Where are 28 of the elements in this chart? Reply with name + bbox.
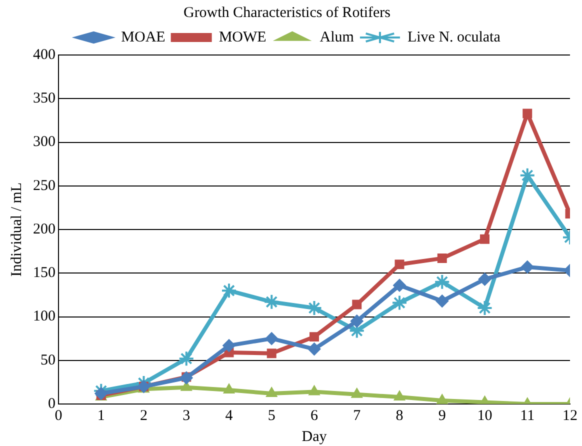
legend-label: Live N. oculata [407,29,501,46]
y-tick-label: 200 [33,221,56,238]
x-tick-label: 12 [562,408,578,424]
x-tick-label: 10 [477,408,492,424]
chart-title: Growth Characteristics of Rotifers [183,4,391,21]
x-tick-label: 11 [520,408,535,424]
y-tick-label: 250 [33,178,56,194]
x-tick-label: 9 [438,408,446,424]
y-tick-label: 400 [33,46,56,63]
y-axis-title: Individual / mL [8,182,25,277]
x-tick-label: 6 [310,408,318,424]
legend-label: Alum [320,29,354,46]
y-tick-label: 150 [33,265,56,282]
legend-label: MOWE [218,29,266,46]
x-tick-label: 3 [182,408,190,424]
x-tick-label: 1 [97,408,105,424]
x-tick-label: 4 [225,408,234,424]
y-tick-label: 0 [48,396,56,412]
y-tick-label: 50 [40,352,56,368]
x-tick-label: 7 [353,408,362,424]
x-tick-label: 8 [396,408,404,424]
y-tick-label: 350 [33,90,56,107]
x-axis-title: Day [302,428,328,445]
y-tick-label: 300 [33,134,56,150]
y-tick-label: 100 [33,308,56,325]
legend-label: MOAE [121,29,166,46]
x-tick-label: 2 [140,408,148,424]
x-tick-label: 5 [268,408,276,424]
